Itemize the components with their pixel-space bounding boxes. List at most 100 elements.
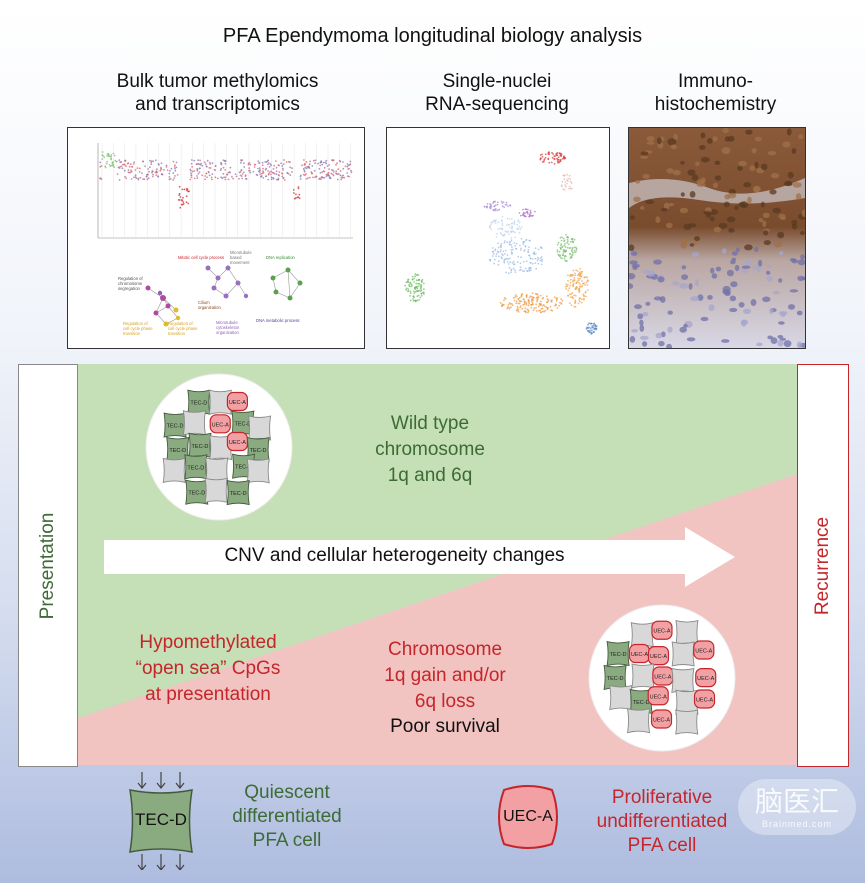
wild-type-text: Wild type chromosome 1q and 6q [320,411,540,489]
net-label-microtubule-cyto-2: cytoskeleton [216,325,240,330]
uec-cell: UEC-A [693,640,715,660]
net-label-mitotic: Mitotic cell cycle process [178,255,224,260]
svg-text:TEC-D: TEC-D [250,448,267,454]
svg-text:TEC-D: TEC-D [169,448,186,454]
uec-cell: UEC-A [695,667,717,688]
hypomethylated-line: “open sea” CpGs [135,658,281,679]
panel-label-bulk: Bulk tumor methylomics and transcriptomi… [70,71,365,117]
gray-cell [204,477,228,503]
network-diagram: Mitotic cell cycle process Microtubule b… [118,250,303,336]
tec-cell: TEC-D [226,479,250,506]
uec-cell: UEC-A [650,709,673,729]
svg-text:TEC-D: TEC-D [234,422,251,428]
net-label-dna-metabolic: DNA metabolic process [256,318,300,323]
gray-cell [209,434,233,461]
net-label-dna-replication: DNA replication [266,255,296,260]
wild-type-line: 1q and 6q [387,465,473,486]
svg-text:UEC-A: UEC-A [654,675,671,681]
svg-text:UEC-A: UEC-A [696,697,713,703]
net-label-chromosome-seg-2: chromosome [118,281,143,286]
chromosome-text: Chromosome 1q gain and/or 6q loss [345,637,545,715]
poor-survival-text: Poor survival [390,716,500,737]
panel-label-snrna: Single-nuclei RNA-sequencing [387,71,607,117]
svg-text:UEC-A: UEC-A [650,694,667,700]
gray-cell [671,667,695,694]
svg-text:TEC-D: TEC-D [192,444,209,450]
net-label-reg2-3: transition [168,331,186,336]
uec-cell: UEC-A [647,645,670,666]
gray-cell [205,457,229,483]
tec-cell: TEC-D [603,664,627,691]
cell-circle-presentation: TEC-D UEC-A TEC-D UEC-A TEC-D TEC-D TEC-D UEC-A… [145,373,293,521]
hypomethylated-text: Hypomethylated “open sea” CpGs at presen… [108,630,308,708]
wild-type-line: Wild type [390,413,470,434]
uec-cell: UEC-A [652,666,674,686]
net-label-chromosome-seg-3: segregation [118,286,141,291]
gray-cell [162,457,186,484]
net-label-cilium-1: Cilium [198,300,210,305]
uec-cell: UEC-A [628,643,651,664]
svg-text:TEC-D: TEC-D [230,491,247,497]
gray-cell [609,684,633,711]
methylomics-panel: Mitotic cell cycle process Microtubule b… [67,127,365,349]
uec-description-line: Proliferative [611,787,713,808]
methylation-plot: Mitotic cell cycle process Microtubule b… [97,143,353,336]
svg-text:UEC-A: UEC-A [695,649,712,655]
uec-description-line: PFA cell [627,835,697,856]
chromosome-line: Chromosome [387,639,503,660]
watermark-sub: Brainmed.com [761,819,833,829]
net-label-cilium-2: organization [198,305,221,310]
panel-label-line: and transcriptomics [135,93,300,115]
legend-uec: UEC-A [494,784,562,850]
uec-cell-label: UEC-A [503,808,553,825]
gray-cell [675,619,699,646]
svg-text:TEC-D: TEC-D [188,491,205,497]
svg-text:TEC-D: TEC-D [607,676,624,682]
tec-cell: TEC-D [187,389,211,415]
net-label-chromosome-seg-1: Regulation of [118,276,144,281]
net-label-microtubule-based-2: based [230,255,242,260]
tec-cell: TEC-D [163,412,187,438]
arrow-label: CNV and cellular heterogeneity changes [224,545,565,566]
uec-cell: UEC-A [226,391,249,412]
presentation-bar: Presentation [18,364,78,767]
uec-cell: UEC-A [209,414,231,434]
presentation-label: Presentation [37,512,58,619]
ihc-panel [628,127,806,349]
hypomethylated-line: Hypomethylated [139,632,277,653]
net-label-microtubule-cyto-3: organization [216,330,239,335]
net-label-reg1-3: transition [123,331,141,336]
recurrence-label: Recurrence [812,516,833,615]
svg-text:TEC-D: TEC-D [190,401,207,407]
uec-description: Proliferative undifferentiated PFA cell [582,786,742,858]
tec-description-line: Quiescent [244,782,330,803]
gray-cell [671,641,695,667]
panel-label-line: Single-nuclei [442,71,552,92]
tec-cell-label: TEC-D [135,810,187,829]
net-label-reg1-1: Regulation of [123,321,149,326]
tec-description: Quiescent differentiated PFA cell [222,781,352,853]
net-label-microtubule-based-3: movement [230,260,250,265]
uec-cell: UEC-A [226,431,249,452]
gray-cell [626,708,651,734]
tec-description-line: differentiated [232,806,342,827]
gray-cell [631,663,655,689]
watermark-chars: 脑医汇 [754,785,839,818]
svg-text:TEC-D: TEC-D [235,465,252,471]
panel-label-line: Immuno- [678,71,753,92]
net-label-reg2-1: Regulation of [168,321,194,326]
gray-cell [675,689,699,715]
net-label-reg1-2: cell cycle phase [123,326,153,331]
gray-cell [208,389,232,415]
net-label-microtubule-based-1: Microtubule [230,250,252,255]
svg-text:TEC-D: TEC-D [167,424,184,430]
net-label-microtubule-cyto-1: Microtubule [216,320,238,325]
wild-type-line: chromosome [375,439,485,460]
svg-text:TEC-D: TEC-D [610,652,627,658]
gray-cell [182,410,206,436]
gray-cell [630,622,654,648]
uec-cell: UEC-A [647,686,669,706]
svg-text:UEC-A: UEC-A [653,717,670,723]
